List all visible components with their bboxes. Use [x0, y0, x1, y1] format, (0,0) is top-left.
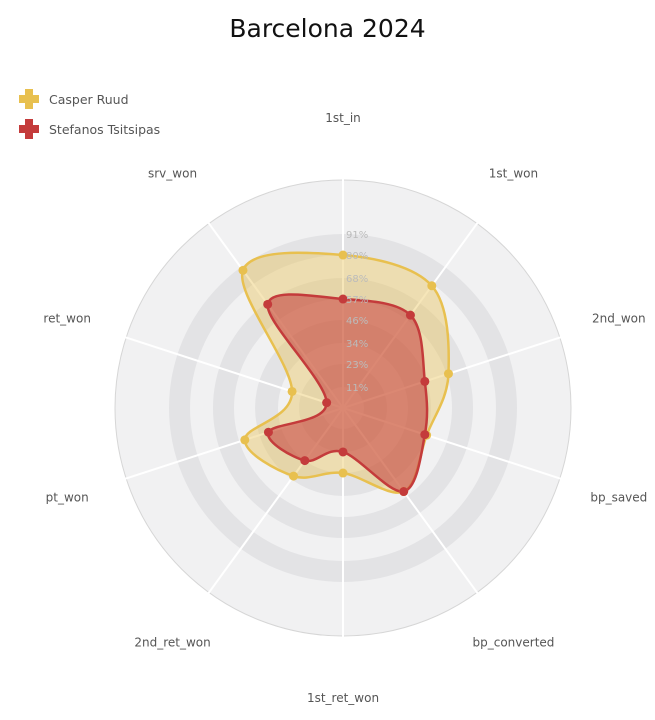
legend-label: Casper Ruud — [49, 91, 129, 107]
data-point — [399, 487, 409, 497]
data-point — [263, 427, 273, 437]
chart-title: Barcelona 2024 — [229, 14, 426, 43]
tick-label: 91% — [346, 230, 368, 241]
tick-label: 11% — [346, 383, 368, 394]
tick-label: 46% — [346, 316, 368, 327]
data-point — [287, 386, 297, 396]
data-point — [338, 468, 348, 478]
series-area-stefanos-tsitsipas — [266, 293, 429, 493]
tick-label: 34% — [346, 339, 368, 350]
axis-label: srv_won — [148, 166, 197, 180]
data-point — [338, 250, 348, 260]
axis-label: 2nd_ret_won — [134, 636, 210, 650]
tick-label: 80% — [346, 251, 368, 262]
plus-icon — [19, 89, 39, 109]
radar-spoke — [118, 334, 344, 409]
legend: Casper Ruud Stefanos Tsitsipas — [18, 84, 160, 144]
legend-label: Stefanos Tsitsipas — [49, 121, 161, 137]
data-point — [420, 376, 430, 386]
data-point — [238, 265, 248, 275]
data-point — [405, 310, 415, 320]
axis-label: bp_saved — [590, 491, 647, 505]
axis-label: bp_converted — [473, 636, 555, 650]
data-point — [289, 471, 299, 481]
axis-label: pt_won — [46, 491, 89, 505]
axis-label: 1st_ret_won — [307, 691, 379, 705]
axis-label: 2nd_won — [592, 311, 646, 325]
data-point — [338, 447, 348, 457]
data-point — [300, 456, 310, 466]
data-point — [420, 430, 430, 440]
data-point — [240, 435, 250, 445]
data-point — [263, 299, 273, 309]
legend-item-stefanos-tsitsipas[interactable]: Stefanos Tsitsipas — [18, 114, 160, 144]
data-point — [322, 398, 332, 408]
data-point — [443, 369, 453, 379]
tick-label: 23% — [346, 360, 368, 371]
data-point — [338, 294, 348, 304]
tick-label: 57% — [346, 295, 368, 306]
legend-item-casper-ruud[interactable]: Casper Ruud — [18, 84, 160, 114]
axis-label: ret_won — [43, 311, 91, 325]
plus-icon — [19, 119, 39, 139]
data-point — [427, 281, 437, 291]
tick-label: 68% — [346, 274, 368, 285]
axis-label: 1st_in — [325, 111, 361, 125]
axis-label: 1st_won — [489, 166, 538, 180]
